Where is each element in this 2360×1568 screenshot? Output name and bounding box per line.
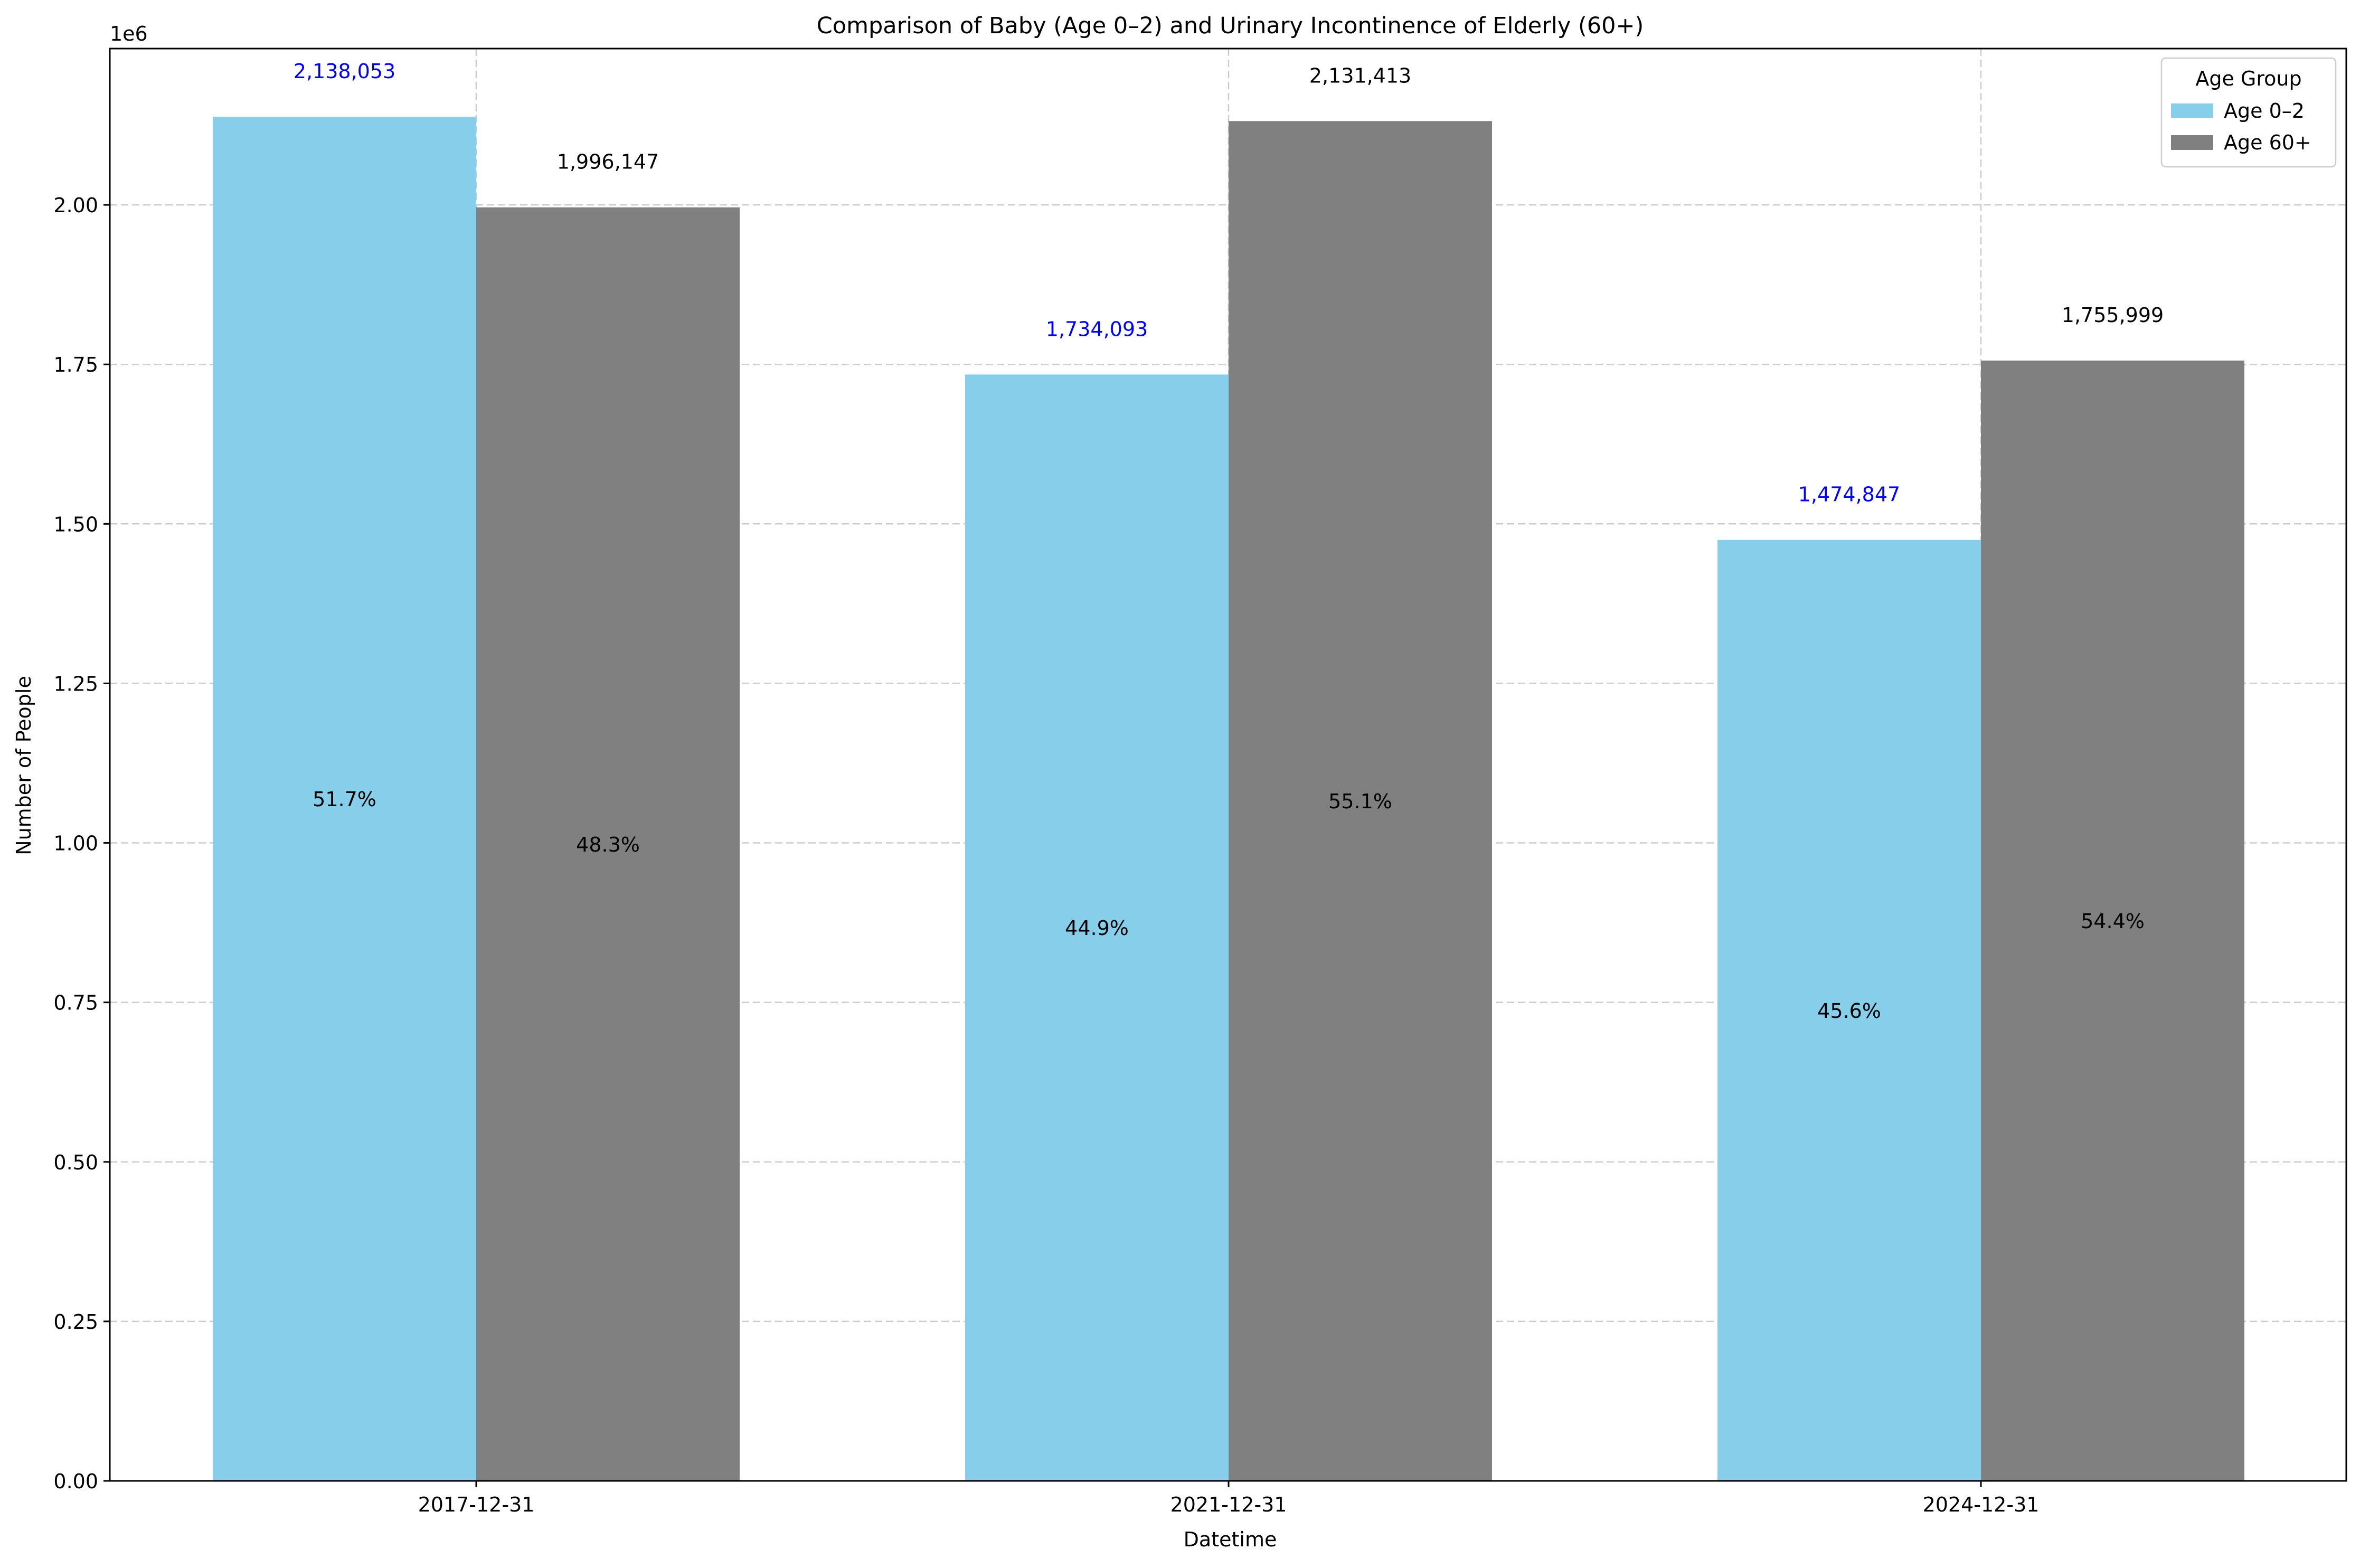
- bar-age-0-2[interactable]: [213, 117, 476, 1481]
- bar-age-60-plus[interactable]: [476, 207, 740, 1481]
- y-axis-offset-label: 1e6: [110, 22, 148, 45]
- bar-value-label: 1,474,847: [1798, 483, 1900, 506]
- bar-value-label: 1,734,093: [1046, 317, 1148, 341]
- y-tick-label: 1.25: [53, 672, 98, 695]
- legend-entry-label: Age 60+: [2224, 131, 2311, 154]
- bar-age-0-2[interactable]: [965, 374, 1229, 1481]
- legend-entry-label: Age 0–2: [2224, 99, 2305, 122]
- bar-percent-label: 54.4%: [2081, 910, 2145, 933]
- bar-age-60-plus[interactable]: [1229, 121, 1492, 1481]
- y-tick-label: 0.50: [53, 1151, 98, 1174]
- y-tick-label: 1.50: [53, 513, 98, 536]
- x-tick-label: 2021-12-31: [1170, 1493, 1287, 1516]
- bar-percent-label: 51.7%: [313, 788, 376, 811]
- bar-value-label: 1,755,999: [2062, 304, 2164, 327]
- bar-percent-label: 44.9%: [1065, 917, 1129, 940]
- x-tick-label: 2017-12-31: [418, 1493, 535, 1516]
- bar-value-label: 2,138,053: [294, 60, 395, 83]
- y-tick-label: 1.75: [53, 353, 98, 376]
- y-axis-label: Number of People: [12, 676, 35, 855]
- bar-percent-label: 55.1%: [1328, 790, 1392, 813]
- bar-value-label: 1,996,147: [557, 150, 659, 174]
- bar-value-label: 2,131,413: [1309, 64, 1411, 87]
- legend: Age Group Age 0–2 Age 60+: [2160, 57, 2337, 168]
- y-tick-label: 0.75: [53, 991, 98, 1015]
- y-tick-label: 1.00: [53, 832, 98, 855]
- y-tick-label: 0.00: [53, 1470, 98, 1493]
- chart-title: Comparison of Baby (Age 0–2) and Urinary…: [817, 13, 1644, 39]
- x-axis-label: Datetime: [1184, 1528, 1277, 1551]
- bar-percent-label: 48.3%: [576, 833, 640, 856]
- bar-age-0-2[interactable]: [1717, 540, 1981, 1481]
- legend-swatch: [2171, 135, 2213, 150]
- x-tick-label: 2024-12-31: [1923, 1493, 2040, 1516]
- legend-title: Age Group: [2195, 67, 2301, 90]
- y-tick-label: 2.00: [53, 194, 98, 217]
- bar-percent-label: 45.6%: [1817, 999, 1881, 1023]
- bar-age-60-plus[interactable]: [1981, 360, 2244, 1481]
- legend-swatch: [2171, 103, 2213, 118]
- y-tick-label: 0.25: [53, 1310, 98, 1334]
